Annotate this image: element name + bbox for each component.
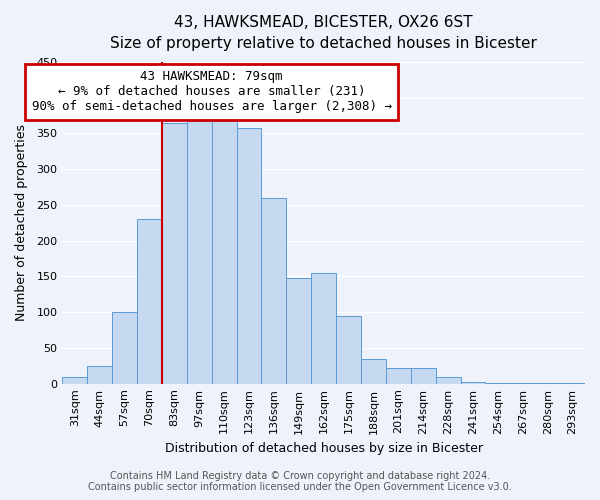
Bar	[336, 316, 361, 384]
Bar	[386, 368, 411, 384]
Bar	[485, 383, 511, 384]
Bar	[236, 128, 262, 384]
Bar	[187, 119, 212, 384]
Bar	[262, 198, 286, 384]
Bar	[112, 312, 137, 384]
Bar	[212, 116, 236, 384]
Bar	[162, 122, 187, 384]
Bar	[560, 383, 585, 384]
Bar	[311, 273, 336, 384]
Bar	[436, 376, 461, 384]
Bar	[137, 219, 162, 384]
Bar	[535, 383, 560, 384]
Text: Contains HM Land Registry data © Crown copyright and database right 2024.
Contai: Contains HM Land Registry data © Crown c…	[88, 471, 512, 492]
X-axis label: Distribution of detached houses by size in Bicester: Distribution of detached houses by size …	[164, 442, 482, 455]
Title: 43, HAWKSMEAD, BICESTER, OX26 6ST
Size of property relative to detached houses i: 43, HAWKSMEAD, BICESTER, OX26 6ST Size o…	[110, 15, 537, 51]
Bar	[461, 382, 485, 384]
Bar	[511, 383, 535, 384]
Bar	[286, 278, 311, 384]
Bar	[361, 358, 386, 384]
Bar	[62, 376, 87, 384]
Y-axis label: Number of detached properties: Number of detached properties	[15, 124, 28, 322]
Text: 43 HAWKSMEAD: 79sqm
← 9% of detached houses are smaller (231)
90% of semi-detach: 43 HAWKSMEAD: 79sqm ← 9% of detached hou…	[32, 70, 392, 114]
Bar	[87, 366, 112, 384]
Bar	[411, 368, 436, 384]
